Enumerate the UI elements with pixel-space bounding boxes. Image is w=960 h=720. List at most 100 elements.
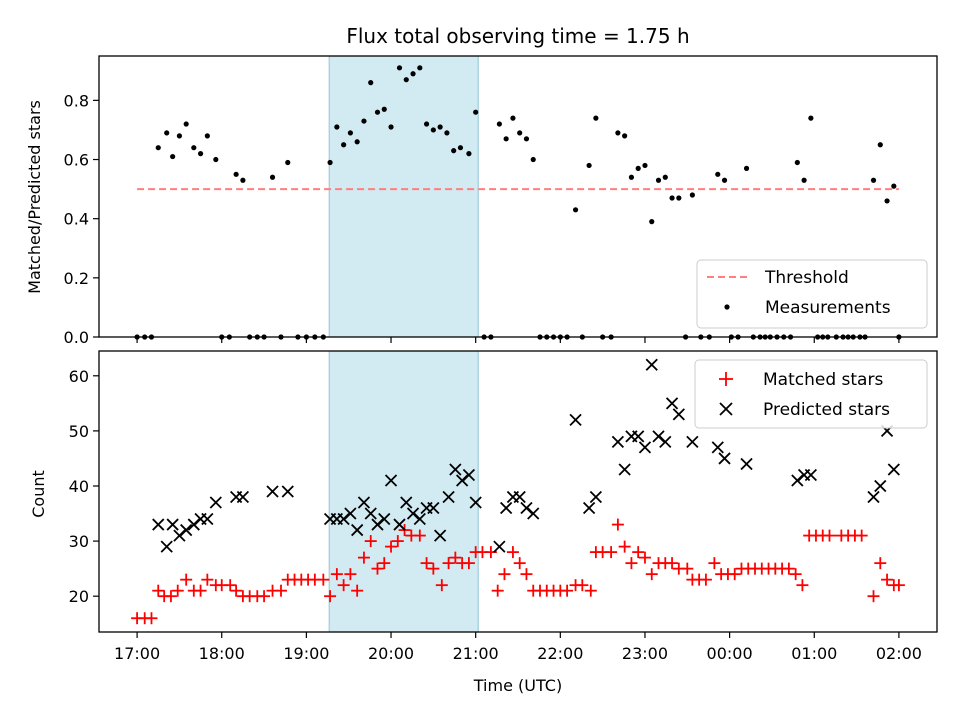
matched-star-point bbox=[708, 557, 721, 570]
predicted-star-point bbox=[582, 501, 596, 515]
matched-star-point bbox=[520, 568, 533, 581]
measurement-point bbox=[204, 133, 210, 139]
matched-star-point bbox=[728, 568, 741, 581]
matched-star-point bbox=[823, 529, 836, 542]
predicted-stars-layer bbox=[152, 358, 900, 553]
top-y-ticks: 0.0 0.2 0.4 0.6 0.8 bbox=[64, 91, 99, 347]
matched-star-point bbox=[462, 557, 475, 570]
matched-star-point bbox=[618, 540, 631, 553]
matched-star-point bbox=[258, 590, 271, 603]
measurement-point bbox=[176, 133, 183, 139]
bottom-y-ticks: 20 30 40 50 60 bbox=[69, 367, 99, 606]
matched-star-point bbox=[892, 579, 905, 592]
matched-star-point bbox=[449, 551, 462, 564]
predicted-star-point bbox=[201, 512, 214, 526]
measurement-point bbox=[334, 124, 340, 130]
measurement-point bbox=[586, 162, 592, 169]
predicted-star-point bbox=[611, 435, 625, 449]
measurement-point bbox=[870, 177, 877, 183]
measurement-point bbox=[403, 77, 409, 83]
matched-star-point bbox=[224, 579, 237, 592]
y-tick-label: 50 bbox=[69, 422, 89, 441]
matched-star-point bbox=[344, 568, 357, 581]
measurement-point bbox=[213, 156, 219, 163]
predicted-star-point bbox=[281, 485, 294, 498]
bottom-legend: Matched stars Predicted stars bbox=[694, 359, 928, 429]
predicted-star-point bbox=[887, 463, 900, 476]
predicted-star-point bbox=[618, 463, 631, 476]
y-tick-label: 0.0 bbox=[64, 328, 89, 347]
matched-star-point bbox=[638, 551, 651, 564]
bottom-panel: Count Time (UTC) 20 30 40 50 60 17:00 18:00 19… bbox=[29, 350, 938, 695]
measurement-point bbox=[530, 156, 536, 163]
matched-star-point bbox=[378, 557, 391, 570]
measurement-point bbox=[572, 207, 579, 213]
predicted-star-point bbox=[160, 540, 173, 553]
matched-star-point bbox=[666, 557, 679, 570]
y-tick-label: 0.4 bbox=[64, 210, 89, 229]
predicted-star-point bbox=[384, 474, 398, 487]
matched-star-point bbox=[576, 579, 589, 592]
measurement-point bbox=[240, 177, 246, 183]
matched-star-point bbox=[645, 568, 658, 581]
measurement-point bbox=[269, 174, 276, 180]
predicted-star-point bbox=[527, 507, 540, 520]
top-legend: Threshold Measurements bbox=[696, 259, 928, 329]
measurement-point bbox=[676, 195, 682, 201]
bottom-plot-frame bbox=[98, 350, 938, 633]
legend-measurements-label: Measurements bbox=[765, 298, 891, 318]
measurement-point bbox=[662, 174, 668, 180]
x-axis-label: Time (UTC) bbox=[473, 676, 562, 695]
measurement-point bbox=[410, 71, 416, 77]
predicted-star-point bbox=[166, 518, 179, 531]
predicted-star-point bbox=[180, 523, 193, 537]
matched-star-point bbox=[796, 579, 809, 592]
matched-star-point bbox=[351, 584, 364, 597]
measurement-point bbox=[457, 145, 464, 151]
measurement-point bbox=[808, 115, 814, 121]
x-tick-label: 21:00 bbox=[453, 644, 499, 663]
matched-star-point bbox=[611, 518, 624, 531]
measurement-point bbox=[430, 127, 436, 133]
predicted-star-point bbox=[513, 490, 526, 504]
measurement-point bbox=[183, 121, 189, 127]
matched-star-point bbox=[442, 557, 455, 570]
y-tick-label: 0.2 bbox=[64, 269, 89, 288]
measurement-point bbox=[615, 130, 621, 136]
predicted-star-point bbox=[433, 529, 447, 542]
measurement-point bbox=[593, 115, 599, 121]
predicted-star-point bbox=[874, 479, 887, 493]
predicted-star-point bbox=[665, 397, 679, 410]
matched-star-point bbox=[699, 573, 712, 586]
legend-measurements-swatch bbox=[724, 304, 730, 310]
matched-star-point bbox=[681, 562, 694, 575]
predicted-star-point bbox=[638, 441, 652, 454]
measurement-point bbox=[285, 159, 291, 166]
top-x-ticks bbox=[136, 337, 900, 343]
measurement-point bbox=[642, 162, 648, 169]
x-tick-label: 17:00 bbox=[114, 644, 160, 663]
matched-star-point bbox=[171, 584, 184, 597]
matched-star-point bbox=[584, 584, 597, 597]
matched-star-point bbox=[625, 557, 638, 570]
measurement-point bbox=[503, 136, 509, 142]
predicted-star-point bbox=[686, 435, 699, 449]
matched-star-point bbox=[855, 529, 868, 542]
x-tick-label: 02:00 bbox=[876, 644, 922, 663]
measurement-point bbox=[388, 124, 394, 130]
matched-star-point bbox=[874, 557, 887, 570]
measurement-point bbox=[649, 219, 655, 225]
measurement-point bbox=[523, 136, 530, 142]
measurement-point bbox=[655, 177, 662, 183]
legend-threshold-label: Threshold bbox=[764, 268, 849, 288]
predicted-star-point bbox=[659, 435, 672, 449]
matched-star-point bbox=[364, 535, 377, 548]
bottom-x-ticks: 17:00 18:00 19:00 20:00 21:00 22:00 23:00 00:00… bbox=[114, 632, 922, 663]
predicted-star-point bbox=[344, 507, 357, 520]
matched-star-point bbox=[371, 562, 384, 575]
predicted-star-point bbox=[364, 507, 377, 520]
bottom-y-axis-label: Count bbox=[29, 470, 48, 518]
matched-star-point bbox=[632, 546, 645, 559]
predicted-star-point bbox=[469, 496, 482, 509]
predicted-star-point bbox=[711, 441, 724, 454]
